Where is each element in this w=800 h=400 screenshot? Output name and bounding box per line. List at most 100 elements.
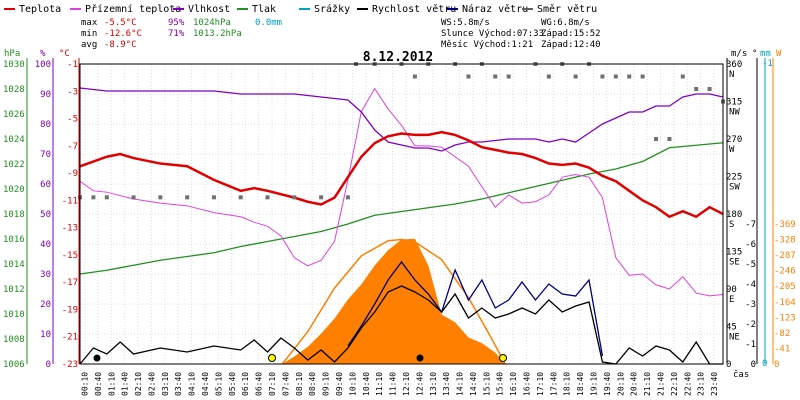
wm2-tick-label: -82 xyxy=(774,329,790,339)
dir-tick-label: 270 xyxy=(726,135,742,145)
temp-tick-label: -3 xyxy=(67,87,78,97)
dir-compass-label: NE xyxy=(729,333,740,343)
temp-tick-label: -19 xyxy=(62,305,78,315)
x-tick-label: 06:40 xyxy=(255,372,264,396)
solar-theoretical-line xyxy=(281,238,506,365)
solar-radiation-area xyxy=(282,238,506,364)
x-tick-label: 02:10 xyxy=(134,372,143,396)
moonrise-marker xyxy=(93,354,101,362)
humidity-line xyxy=(79,87,724,152)
mm-tick-label: 0 xyxy=(762,359,767,369)
series-layer xyxy=(78,62,725,365)
x-tick-label: 20:40 xyxy=(630,372,639,396)
mm-tick-label: -1 xyxy=(762,59,773,69)
dir-compass-label: E xyxy=(729,295,734,305)
dir-compass-label: S xyxy=(729,220,734,230)
wind-direction-point xyxy=(104,195,109,200)
wind-speed-line xyxy=(79,285,723,365)
hpa-tick-label: 1026 xyxy=(3,110,25,120)
wind-direction-point xyxy=(466,74,471,79)
legend-label: Srážky xyxy=(314,3,350,15)
wind-direction-point xyxy=(211,195,216,200)
stat-avg: avg xyxy=(81,40,97,50)
pct-tick-label: 70 xyxy=(40,150,51,160)
hpa-tick-label: 1006 xyxy=(3,360,25,370)
legend-label: Teplota xyxy=(19,4,61,15)
ms-tick-label: -1 xyxy=(745,340,756,350)
x-tick-label: 15:40 xyxy=(496,372,505,396)
wm2-tick-label: -41 xyxy=(774,344,790,354)
x-tick-label: 21:10 xyxy=(643,372,652,396)
x-tick-label: 08:10 xyxy=(295,372,304,396)
stat-moonset: Západ:12:40 xyxy=(541,40,601,50)
x-tick-label: 00:10 xyxy=(80,372,89,396)
pct-tick-label: 40 xyxy=(40,240,51,250)
x-tick-label: 08:40 xyxy=(308,372,317,396)
x-tick-label: 17:40 xyxy=(549,372,558,396)
temp-tick-label: -13 xyxy=(62,224,78,234)
mm-unit: mm xyxy=(760,49,771,59)
x-tick-label: 21:40 xyxy=(656,372,665,396)
wm2-unit: W xyxy=(776,49,782,59)
x-tick-label: 22:10 xyxy=(670,372,679,396)
ms-tick-label: -2 xyxy=(745,320,756,330)
legend-label: Směr větru xyxy=(537,3,597,15)
x-tick-label: 12:40 xyxy=(415,372,424,396)
wm2-tick-label: -123 xyxy=(774,313,796,323)
legend-label: Tlak xyxy=(252,4,276,15)
x-tick-label: 14:10 xyxy=(456,372,465,396)
x-axis-label: čas xyxy=(733,369,749,380)
stat-min: -12.6°C xyxy=(104,29,142,39)
x-tick-label: 07:10 xyxy=(268,372,277,396)
hpa-tick-label: 1022 xyxy=(3,160,25,170)
stat-sunset: Západ:15:52 xyxy=(541,29,601,39)
x-tick-label: 23:40 xyxy=(710,372,719,396)
x-tick-label: 06:10 xyxy=(241,372,250,396)
wm2-tick-label: -205 xyxy=(774,282,796,292)
wind-direction-point xyxy=(546,74,551,79)
pct-unit: % xyxy=(40,49,46,59)
wm2-tick-label: -246 xyxy=(774,267,796,277)
wind-direction-point xyxy=(493,74,498,79)
wind-direction-point xyxy=(600,74,605,79)
wind-direction-point xyxy=(707,87,712,91)
dir-tick-label: 135 xyxy=(726,248,742,258)
wind-direction-point xyxy=(345,195,350,200)
x-tick-label: 16:40 xyxy=(523,372,532,396)
stat-ws: WS:5.8m/s xyxy=(441,18,490,28)
x-tick-label: 02:40 xyxy=(147,372,156,396)
stat-max: 0.0mm xyxy=(255,18,282,28)
dir-tick-label: 315 xyxy=(726,98,742,108)
x-tick-label: 13:40 xyxy=(442,372,451,396)
x-tick-label: 19:10 xyxy=(590,372,599,396)
wind-gust-line xyxy=(347,260,604,357)
legend-label: Náraz větru xyxy=(462,3,528,15)
wind-direction-point xyxy=(680,74,685,79)
wind-direction-point xyxy=(131,195,136,200)
legend-label: Rychlost větru xyxy=(372,3,456,15)
pct-tick-label: 20 xyxy=(40,300,51,310)
wm2-tick-label: -369 xyxy=(774,220,796,230)
x-tick-label: 11:40 xyxy=(389,372,398,396)
x-tick-label: 07:40 xyxy=(281,372,290,396)
hpa-tick-label: 1030 xyxy=(3,60,25,70)
x-tick-label: 16:10 xyxy=(509,372,518,396)
pct-tick-label: 90 xyxy=(40,90,51,100)
x-tick-label: 00:40 xyxy=(94,372,103,396)
temperature-line xyxy=(79,130,724,219)
hpa-tick-label: 1020 xyxy=(3,185,25,195)
x-tick-label: 15:10 xyxy=(482,372,491,396)
plot-frame xyxy=(79,63,724,365)
dir-compass-label: SW xyxy=(729,183,740,193)
wind-direction-point xyxy=(292,195,297,200)
hpa-tick-label: 1008 xyxy=(3,335,25,345)
x-tick-label: 05:10 xyxy=(214,372,223,396)
hpa-tick-label: 1012 xyxy=(3,285,25,295)
stat-wg: WG:6.8m/s xyxy=(541,18,590,28)
temp-tick-label: -7 xyxy=(67,142,78,152)
stat-min: 71% xyxy=(168,29,185,39)
wind-direction-point xyxy=(158,195,163,200)
x-tick-label: 09:40 xyxy=(335,372,344,396)
hpa-tick-label: 1024 xyxy=(3,135,25,145)
